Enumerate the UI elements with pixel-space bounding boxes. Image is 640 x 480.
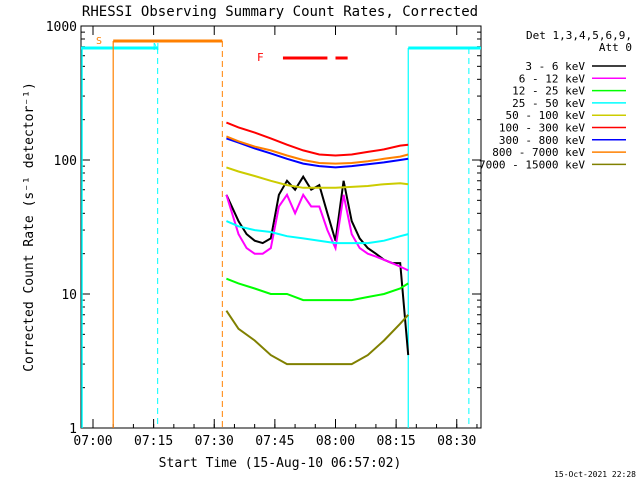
- legend-label: 6 - 12 keV: [519, 72, 586, 85]
- x-tick-label: 07:15: [134, 434, 173, 449]
- legend-label: 3 - 6 keV: [525, 60, 585, 73]
- series-line-3: [226, 220, 409, 245]
- y-axis-label: Corrected Count Rate (s⁻¹ detector⁻¹): [22, 82, 37, 372]
- series-line-5: [226, 121, 409, 157]
- x-tick-label: 07:00: [73, 434, 112, 449]
- x-tick-label: 08:30: [437, 434, 476, 449]
- legend-label: 50 - 100 keV: [506, 109, 586, 122]
- y-tick-label: 1000: [46, 20, 77, 35]
- series-line-8: [225, 310, 409, 366]
- legend-header-att: Att 0: [599, 41, 632, 54]
- x-tick-label: 08:15: [377, 434, 416, 449]
- legend-label: 800 - 7000 keV: [492, 146, 585, 159]
- series-line-2: [226, 277, 409, 302]
- flag-s-label: S: [96, 36, 102, 47]
- legend-label: 25 - 50 keV: [512, 97, 585, 110]
- series-line-7: [226, 135, 409, 165]
- y-tick-label: 1: [69, 422, 77, 437]
- y-tick-label: 10: [61, 288, 77, 303]
- flag-f-label: F: [257, 51, 264, 64]
- legend-label: 300 - 800 keV: [499, 134, 585, 147]
- x-axis-label: Start Time (15-Aug-10 06:57:02): [159, 456, 402, 471]
- legend-label: 12 - 25 keV: [512, 85, 585, 98]
- plot-area: 1 10 100 1000 07:00 07:15 07:30 07:45 08:00 08:15…: [46, 20, 482, 449]
- x-tick-label: 07:45: [255, 434, 294, 449]
- series-line-6: [226, 137, 409, 169]
- chart-title: RHESSI Observing Summary Count Rates, Co…: [82, 4, 478, 20]
- legend-header-det: Det 1,3,4,5,6,9,: [526, 29, 632, 42]
- series-line-0: [225, 174, 410, 356]
- x-tick-label: 07:30: [195, 434, 234, 449]
- x-tick-label: 08:00: [316, 434, 355, 449]
- plot-frame: [80, 25, 482, 429]
- timestamp: 15-Oct-2021 22:28: [554, 470, 636, 479]
- legend-label: 7000 - 15000 keV: [479, 158, 585, 171]
- legend-label: 100 - 300 keV: [499, 122, 585, 135]
- series-line-4: [226, 166, 409, 189]
- series-line-1: [225, 192, 409, 272]
- y-tick-label: 100: [54, 154, 77, 169]
